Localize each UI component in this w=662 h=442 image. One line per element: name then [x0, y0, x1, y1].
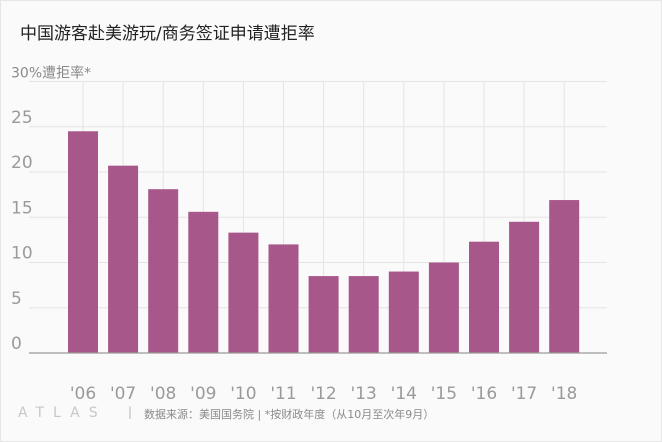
bar-chart: 0 5 10 15 20 25 30%遭拒率* '06 '07 '08 '09 '10 '11 '12 '1…	[11, 65, 607, 401]
source-note: 数据来源：美国国务院 | *按财政年度（从10月至次年9月）	[144, 408, 435, 421]
y-tick-label: 25	[11, 108, 33, 128]
y-tick-label: 20	[11, 153, 33, 173]
x-tick-label: '08	[150, 384, 176, 401]
x-tick-label: '14	[391, 384, 417, 401]
x-tick-label: '11	[270, 384, 296, 401]
bar	[388, 271, 419, 353]
x-tick-label: '13	[351, 384, 377, 401]
chart-title: 中国游客赴美游玩/商务签证申请遭拒率	[20, 24, 315, 44]
x-tick-label: '15	[431, 384, 457, 401]
y-axis-label: 30%遭拒率*	[11, 65, 91, 82]
bar	[428, 262, 459, 353]
x-tick-label: '16	[471, 384, 497, 401]
atlas-logo: ATLAS	[18, 405, 107, 421]
bar	[108, 165, 139, 353]
bar	[188, 211, 219, 353]
bar	[148, 189, 179, 353]
x-tick-label: '06	[70, 384, 96, 401]
bar	[549, 200, 580, 353]
y-tick-label: 0	[11, 334, 22, 354]
bar	[308, 276, 339, 353]
x-tick-label: '10	[230, 384, 256, 401]
y-tick-label: 10	[11, 244, 33, 264]
footer: ATLAS | 数据来源：美国国务院 | *按财政年度（从10月至次年9月）	[1, 401, 661, 431]
bar	[68, 131, 98, 353]
x-tick-label: '12	[310, 384, 336, 401]
x-tick-label: '09	[190, 384, 216, 401]
bar	[348, 276, 379, 353]
bar	[509, 221, 540, 353]
y-tick-label: 15	[11, 198, 33, 218]
bar	[268, 244, 299, 353]
x-tick-label: '17	[511, 384, 537, 401]
bar	[228, 232, 259, 353]
x-tick-label: '18	[551, 384, 577, 401]
y-tick-label: 5	[11, 289, 22, 309]
bar	[469, 241, 499, 353]
x-tick-label: '07	[110, 384, 136, 401]
footer-separator: |	[128, 405, 133, 419]
